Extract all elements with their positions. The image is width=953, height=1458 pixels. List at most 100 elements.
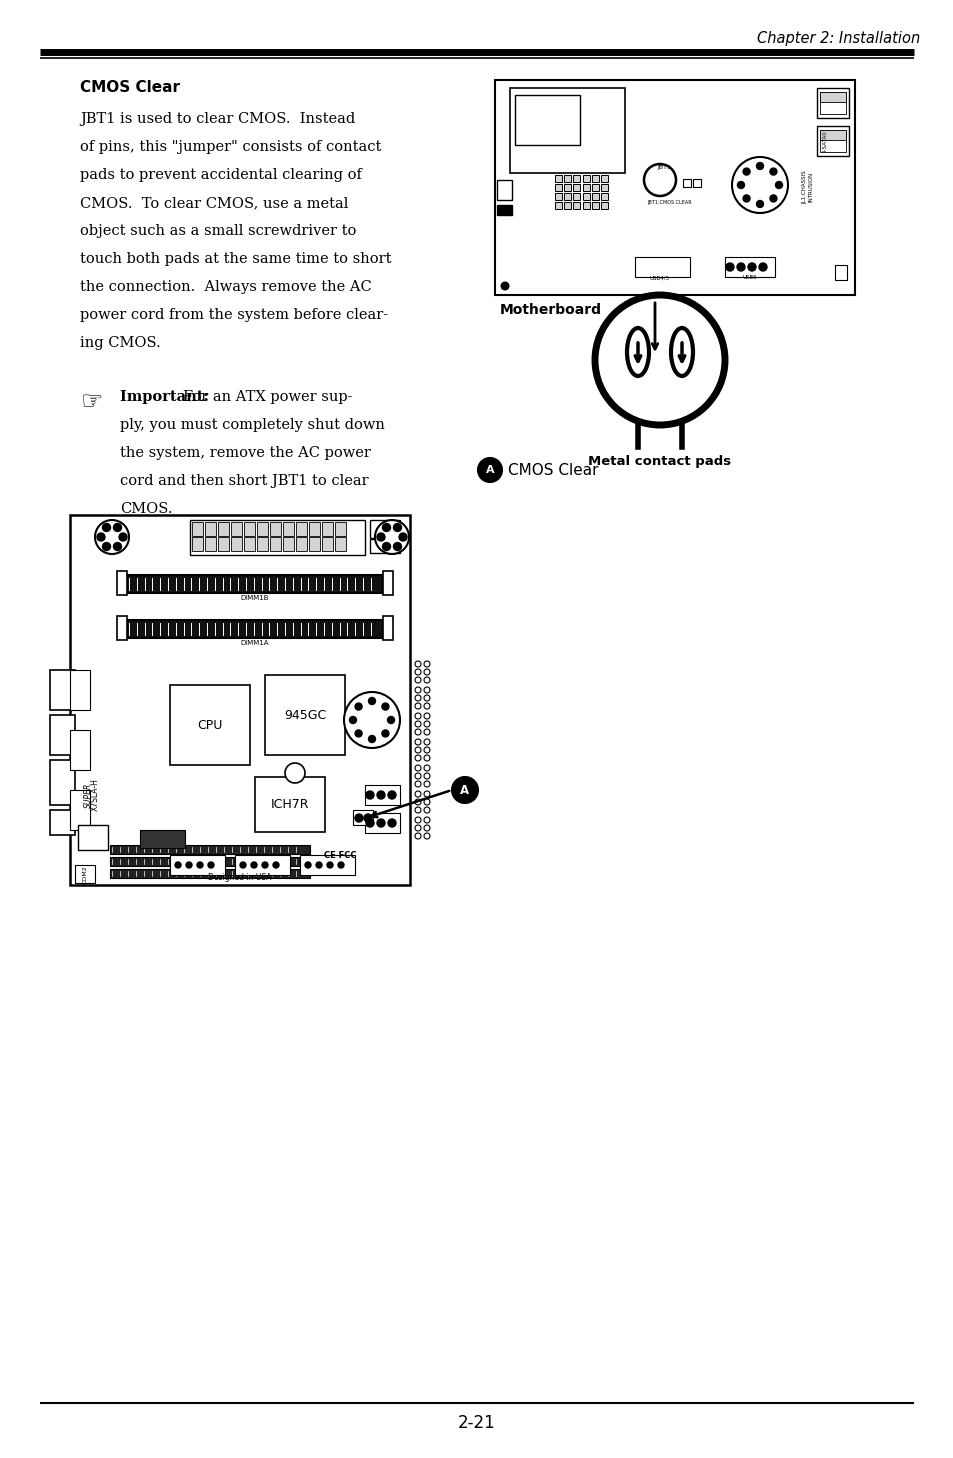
Bar (724, 257, 774, 277)
Ellipse shape (626, 328, 648, 376)
Bar (50, 760, 75, 805)
Circle shape (97, 534, 105, 541)
Circle shape (423, 695, 430, 701)
Circle shape (595, 295, 724, 424)
Text: I-SATA0: I-SATA0 (821, 130, 826, 150)
Circle shape (769, 195, 776, 203)
Circle shape (388, 792, 395, 799)
Text: Designed in USA: Designed in USA (208, 872, 272, 882)
Circle shape (382, 542, 390, 551)
Circle shape (368, 735, 375, 742)
Circle shape (415, 816, 420, 822)
Text: SUPER: SUPER (84, 783, 92, 808)
Text: JBT1: JBT1 (657, 165, 670, 171)
Bar (510, 87, 624, 174)
Circle shape (415, 755, 420, 761)
Bar (563, 175, 571, 182)
Text: Important:: Important: (120, 389, 213, 404)
Text: cord and then short JBT1 to clear: cord and then short JBT1 to clear (120, 474, 368, 488)
Bar (322, 537, 333, 551)
Bar (270, 537, 281, 551)
Circle shape (500, 267, 509, 277)
Circle shape (376, 534, 385, 541)
Bar (244, 522, 254, 537)
Circle shape (355, 703, 362, 710)
Circle shape (423, 833, 430, 838)
Bar (190, 521, 365, 555)
Bar (573, 175, 579, 182)
Bar (70, 671, 90, 710)
Circle shape (273, 862, 278, 868)
Text: ing CMOS.: ing CMOS. (80, 335, 161, 350)
Bar (295, 537, 307, 551)
Circle shape (725, 262, 733, 271)
Circle shape (423, 773, 430, 779)
Circle shape (731, 157, 787, 213)
Bar (816, 87, 848, 118)
Bar (309, 522, 319, 537)
Bar (600, 175, 607, 182)
Circle shape (381, 730, 389, 736)
Bar (110, 869, 310, 878)
Bar (70, 515, 410, 885)
Text: CMOS.: CMOS. (120, 502, 172, 516)
Bar (370, 521, 399, 538)
Bar (70, 730, 90, 770)
Circle shape (423, 816, 430, 822)
Circle shape (415, 703, 420, 709)
Circle shape (423, 746, 430, 752)
Circle shape (113, 542, 121, 551)
Bar (592, 184, 598, 191)
Bar (555, 203, 561, 208)
Bar (170, 685, 250, 765)
Bar (600, 192, 607, 200)
Circle shape (102, 542, 111, 551)
Bar (555, 175, 561, 182)
Circle shape (364, 814, 372, 822)
Circle shape (415, 739, 420, 745)
Circle shape (398, 534, 407, 541)
Text: Chapter 2: Installation: Chapter 2: Installation (756, 31, 919, 45)
Circle shape (95, 521, 129, 554)
Circle shape (737, 181, 743, 188)
Bar (382, 615, 393, 640)
Bar (110, 846, 310, 854)
Circle shape (376, 792, 385, 799)
Bar (353, 811, 373, 825)
Bar (820, 130, 845, 140)
Circle shape (415, 687, 420, 693)
Circle shape (423, 722, 430, 728)
Circle shape (305, 862, 311, 868)
Bar (140, 830, 185, 849)
Bar (283, 537, 294, 551)
Text: ply, you must completely shut down: ply, you must completely shut down (120, 418, 384, 432)
Circle shape (262, 862, 268, 868)
Bar (582, 192, 589, 200)
Bar (117, 615, 127, 640)
Circle shape (386, 522, 393, 528)
Circle shape (355, 814, 363, 822)
Bar (335, 537, 346, 551)
Bar (270, 522, 281, 537)
Text: object such as a small screwdriver to: object such as a small screwdriver to (80, 225, 356, 238)
Bar (265, 675, 345, 755)
Bar (555, 192, 561, 200)
Circle shape (186, 862, 192, 868)
Bar (370, 539, 399, 553)
Text: JL1:CHASSIS
INTRUSION: JL1:CHASSIS INTRUSION (801, 171, 813, 204)
Circle shape (528, 267, 537, 277)
Circle shape (415, 765, 420, 771)
Bar (635, 257, 689, 277)
Bar (75, 865, 95, 884)
Circle shape (423, 687, 430, 693)
Circle shape (368, 697, 375, 704)
Circle shape (349, 716, 356, 723)
Circle shape (415, 799, 420, 805)
Circle shape (423, 792, 430, 798)
Circle shape (769, 168, 776, 175)
Circle shape (375, 522, 381, 528)
Bar (244, 537, 254, 551)
Circle shape (423, 660, 430, 666)
Ellipse shape (670, 328, 692, 376)
Text: pads to prevent accidental clearing of: pads to prevent accidental clearing of (80, 168, 361, 182)
